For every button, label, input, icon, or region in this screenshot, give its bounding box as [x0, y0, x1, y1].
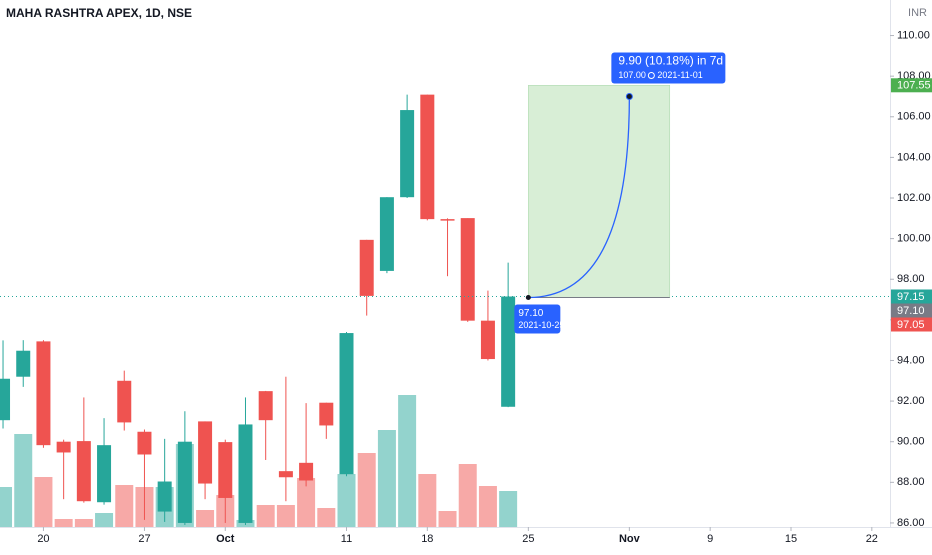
projection-change-label: 9.90 (10.18%) in 7d	[618, 54, 723, 68]
x-tick-label: 25	[522, 533, 534, 545]
plot-area	[0, 94, 518, 527]
price-tag	[891, 289, 932, 304]
volume-bar	[54, 519, 73, 527]
volume-bar	[256, 505, 275, 527]
volume-bar	[337, 474, 356, 527]
candle-body	[480, 320, 495, 360]
volume-bar	[438, 511, 457, 527]
x-tick-label: 15	[785, 533, 797, 545]
x-tick-label: 20	[37, 533, 49, 545]
volume-bar	[317, 508, 336, 527]
candle-body	[218, 442, 233, 498]
price-tag-label: 97.10	[897, 305, 925, 317]
projection-start-date: 2021-10-25	[518, 320, 564, 330]
volume-bar	[458, 464, 477, 527]
y-tick-label: 102.00	[897, 192, 931, 204]
clock-icon	[647, 71, 655, 79]
price-tag	[891, 78, 932, 93]
candle-body	[319, 402, 334, 426]
candle-body	[501, 296, 516, 407]
candle-body	[97, 445, 112, 503]
y-tick-label: 90.00	[897, 436, 925, 448]
candle-body	[157, 481, 172, 512]
volume-bar	[398, 395, 417, 527]
candle-body	[177, 441, 192, 523]
candle-body	[198, 421, 213, 484]
candle-body	[420, 94, 435, 220]
candle-body	[379, 197, 394, 271]
y-tick-label: 106.00	[897, 111, 931, 123]
candle-body	[299, 462, 314, 481]
candle-body	[440, 219, 455, 221]
volume-bar	[115, 485, 134, 527]
price-tag	[891, 317, 932, 332]
volume-bar	[297, 478, 316, 527]
x-tick-label: 9	[707, 533, 713, 545]
price-tag-label: 107.55	[897, 80, 931, 92]
candle-body	[36, 341, 51, 446]
candle-body	[0, 378, 11, 421]
projection-box	[528, 85, 671, 298]
volume-bar	[74, 519, 93, 527]
candle-body	[117, 380, 132, 423]
currency-label: INR	[908, 7, 927, 19]
y-tick-label: 88.00	[897, 476, 925, 488]
candle-body	[56, 441, 71, 453]
volume-bar	[95, 513, 114, 527]
volume-bar	[418, 474, 437, 527]
y-tick-label: 100.00	[897, 233, 931, 245]
volume-bar	[357, 453, 376, 527]
volume-bar	[377, 430, 396, 527]
volume-bar	[14, 434, 33, 527]
y-tick-label: 98.00	[897, 273, 925, 285]
projection-end	[625, 92, 633, 100]
x-tick-label: 27	[138, 533, 150, 545]
price-tag-label: 97.05	[897, 319, 925, 331]
candle-body	[359, 239, 374, 296]
price-tag	[891, 303, 932, 318]
y-tick-label: 94.00	[897, 354, 925, 366]
y-tick-label: 104.00	[897, 151, 931, 163]
volume-bar	[34, 477, 53, 527]
volume-bar	[196, 510, 215, 527]
x-tick-label: 11	[341, 533, 352, 545]
candle-body	[400, 110, 415, 198]
projection-end-value: 107.00	[618, 70, 646, 80]
x-tick-label: Nov	[619, 533, 641, 545]
volume-bar	[499, 491, 518, 527]
projection-start-callout	[514, 304, 561, 334]
candle-body	[238, 424, 253, 523]
projection-end-callout	[611, 52, 726, 84]
x-tick-label: 18	[421, 533, 433, 545]
projection-start-value: 97.10	[518, 308, 543, 319]
candle-body	[258, 391, 273, 421]
volume-bar	[0, 487, 13, 527]
y-tick-label: 92.00	[897, 395, 925, 407]
candle-body	[76, 441, 91, 502]
candle-body	[460, 218, 475, 321]
chart-title: MAHA RASHTRA APEX, 1D, NSE	[6, 6, 192, 20]
y-tick-label: 110.00	[897, 29, 930, 41]
candle-body	[339, 333, 354, 475]
projection-end-date: 2021-11-01	[657, 70, 702, 80]
candle-body	[137, 431, 152, 455]
y-tick-label: 86.00	[897, 517, 925, 529]
x-tick-label: 22	[866, 533, 878, 545]
volume-bar	[276, 505, 295, 527]
x-tick-label: Oct	[216, 533, 235, 545]
volume-bar	[478, 486, 497, 527]
projection-curve	[528, 96, 631, 299]
candle-body	[16, 350, 31, 377]
candle-body	[278, 471, 293, 478]
price-tag-label: 97.15	[897, 291, 925, 303]
projection-start	[525, 295, 531, 301]
